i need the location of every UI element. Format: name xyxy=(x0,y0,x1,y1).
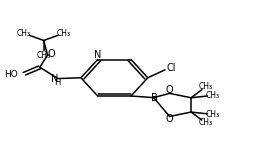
Text: O: O xyxy=(166,85,173,95)
Text: HO: HO xyxy=(4,70,18,79)
Text: B: B xyxy=(151,93,158,103)
Text: CH₃: CH₃ xyxy=(206,91,220,100)
Text: CH₃: CH₃ xyxy=(57,29,71,38)
Text: O: O xyxy=(166,114,173,124)
Text: CH₃: CH₃ xyxy=(37,51,51,60)
Text: O: O xyxy=(48,49,56,59)
Text: N: N xyxy=(94,51,101,60)
Text: Cl: Cl xyxy=(167,63,176,73)
Text: CH₃: CH₃ xyxy=(17,29,31,38)
Text: H: H xyxy=(54,78,60,87)
Text: CH₃: CH₃ xyxy=(206,110,220,119)
Text: CH₃: CH₃ xyxy=(198,82,213,92)
Text: CH₃: CH₃ xyxy=(198,118,213,127)
Text: N: N xyxy=(51,74,58,84)
